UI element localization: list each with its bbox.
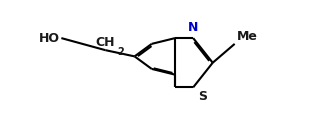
Text: S: S	[198, 90, 207, 103]
Text: HO: HO	[39, 32, 60, 45]
Text: Me: Me	[237, 30, 258, 43]
Text: CH: CH	[95, 36, 115, 49]
Text: 2: 2	[117, 47, 124, 57]
Text: N: N	[188, 21, 198, 34]
